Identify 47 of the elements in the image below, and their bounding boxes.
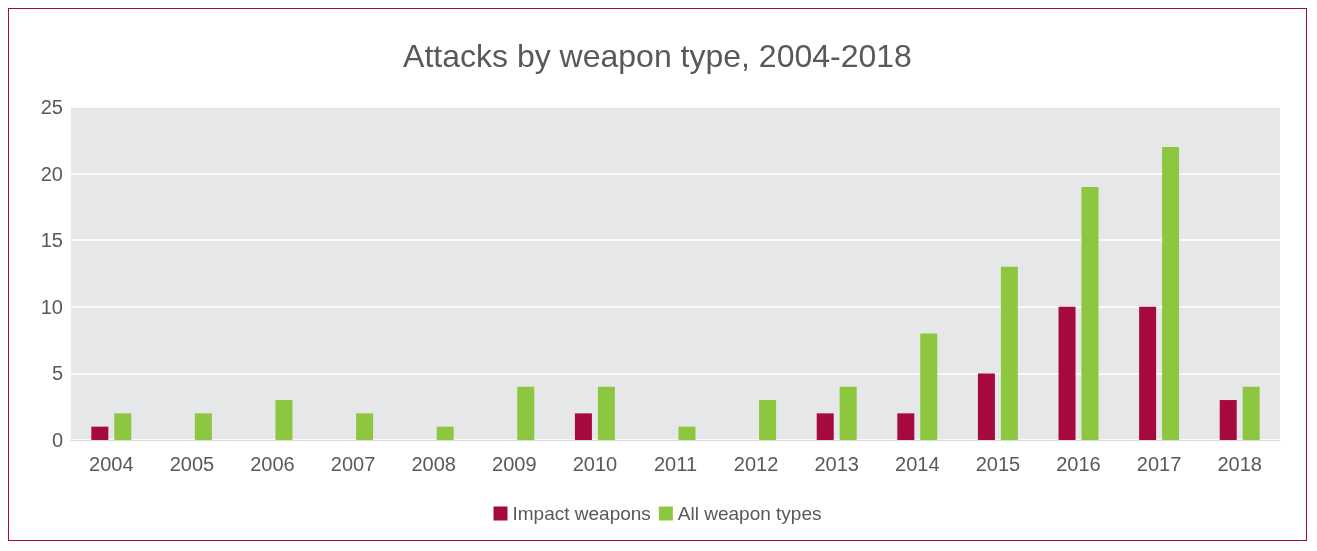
bar xyxy=(1139,306,1157,440)
bar xyxy=(1219,400,1237,440)
bar xyxy=(356,413,374,440)
x-tick-label: 2009 xyxy=(492,453,537,475)
bar xyxy=(759,400,777,440)
x-tick-label: 2008 xyxy=(411,453,456,475)
x-tick-label: 2016 xyxy=(1056,453,1101,475)
x-tick-label: 2012 xyxy=(733,453,779,475)
x-tick-label: 2006 xyxy=(250,453,295,475)
x-tick-label: 2007 xyxy=(330,453,376,475)
bar xyxy=(920,333,938,440)
legend-label: Impact weapons xyxy=(512,503,651,524)
x-tick-label: 2013 xyxy=(814,453,859,475)
y-tick-label: 5 xyxy=(51,362,63,385)
bar xyxy=(114,413,132,440)
bar xyxy=(1081,186,1099,440)
bar xyxy=(275,400,293,440)
x-tick-label: 2010 xyxy=(572,453,618,475)
bar xyxy=(1058,306,1076,440)
bar xyxy=(1242,386,1260,440)
x-tick-label: 2014 xyxy=(895,453,940,475)
x-tick-label: 2011 xyxy=(653,453,698,475)
bar xyxy=(839,386,857,440)
y-tick-label: 25 xyxy=(40,96,63,118)
bar xyxy=(1162,146,1180,440)
bar xyxy=(436,426,454,440)
bar xyxy=(517,386,535,440)
x-tick-label: 2004 xyxy=(89,453,134,475)
legend-label: All weapon types xyxy=(677,503,822,524)
bar xyxy=(816,413,834,440)
y-tick-label: 15 xyxy=(40,229,63,252)
y-tick-label: 20 xyxy=(40,162,63,185)
y-tick-label: 10 xyxy=(40,295,63,318)
bar xyxy=(977,373,995,440)
bar xyxy=(1000,266,1018,440)
x-tick-label: 2015 xyxy=(975,453,1021,475)
x-tick-label: 2018 xyxy=(1217,453,1262,475)
bar xyxy=(574,413,592,440)
y-tick-label: 0 xyxy=(51,429,63,451)
x-tick-label: 2005 xyxy=(169,453,215,475)
chart-title: Attacks by weapon type, 2004-2018 xyxy=(403,38,912,74)
bar xyxy=(897,413,915,440)
bar xyxy=(194,413,212,440)
bar xyxy=(91,426,109,440)
bar xyxy=(678,426,696,440)
x-tick-label: 2017 xyxy=(1136,453,1182,475)
bar xyxy=(597,386,615,440)
